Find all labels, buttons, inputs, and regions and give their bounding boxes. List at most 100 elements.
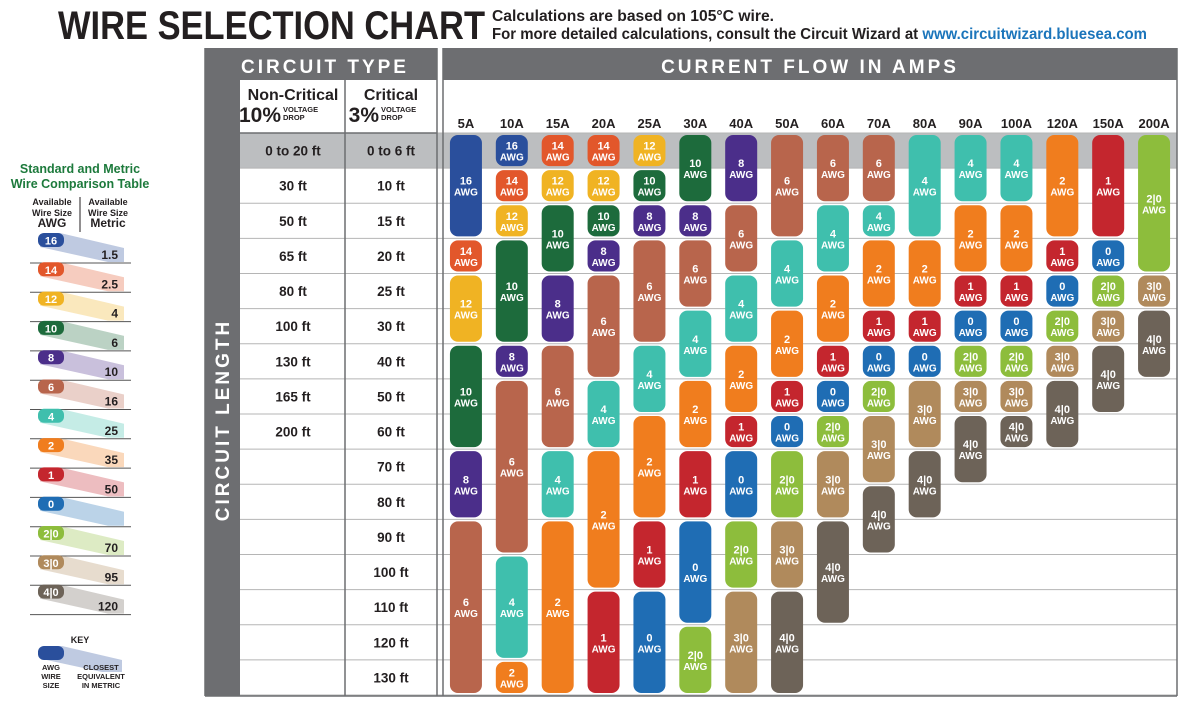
length-label: 10 ft (377, 179, 405, 194)
wire-pill (725, 416, 758, 448)
awg-swatch-label: 8 (48, 353, 54, 365)
wire-pill (771, 416, 804, 448)
awg-value: 10 (460, 386, 472, 398)
wire-pill (725, 591, 758, 693)
awg-unit: AWG (729, 434, 753, 445)
awg-unit: AWG (637, 644, 661, 655)
awg-unit: AWG (821, 574, 845, 585)
awg-swatch-label: 16 (45, 236, 57, 248)
wire-pill (679, 626, 712, 693)
awg-value: 10 (643, 176, 655, 188)
awg-unit: AWG (959, 363, 983, 374)
awg-unit: AWG (1142, 293, 1166, 304)
wire-pill (633, 521, 666, 588)
awg-swatch-label: 10 (45, 323, 57, 335)
awg-unit: AWG (775, 434, 799, 445)
length-label: 30 ft (279, 179, 307, 194)
awg-unit: AWG (1004, 398, 1028, 409)
awg-value: 3|0 (825, 474, 840, 486)
wire-pill (816, 275, 849, 342)
awg-value: 2 (922, 264, 928, 276)
amps-label: 70A (867, 116, 891, 131)
awg-value: 8 (463, 474, 469, 486)
awg-unit: AWG (637, 469, 661, 480)
circuit-length-label: CIRCUIT LENGTH (213, 319, 234, 521)
awg-unit: AWG (592, 644, 616, 655)
awg-value: 1 (1013, 281, 1019, 293)
wire-pill (495, 661, 528, 693)
wire-pill (495, 556, 528, 658)
awg-unit: AWG (637, 188, 661, 199)
awg-unit: AWG (913, 486, 937, 497)
wire-pill (862, 380, 895, 412)
awg-unit: AWG (867, 223, 891, 234)
awg-value: 3|0 (917, 404, 932, 416)
awg-value: 2|0 (1146, 193, 1161, 205)
awg-value: 6 (555, 386, 561, 398)
amps-label: 40A (729, 116, 753, 131)
key-awg-label: AWG (42, 663, 60, 672)
awg-swatch-label: 3|0 (43, 558, 58, 570)
awg-unit: AWG (775, 486, 799, 497)
subtitle-line: Calculations are based on 105°C wire. (492, 8, 774, 25)
comparison-title: Wire Comparison Table (11, 177, 150, 191)
wire-pill (862, 310, 895, 342)
awg-unit: AWG (1004, 170, 1028, 181)
awg-value: 3|0 (871, 439, 886, 451)
wire-pill (587, 451, 620, 588)
awg-value: 0 (876, 351, 882, 363)
awg-value: 6 (509, 457, 515, 469)
awg-value: 6 (601, 316, 607, 328)
awg-unit: AWG (454, 609, 478, 620)
wire-pill (449, 345, 482, 448)
awg-value: 6 (830, 158, 836, 170)
voltage-drop-label: VOLTAGE (283, 105, 318, 114)
awg-value: 4 (601, 404, 608, 416)
awg-unit: AWG (637, 557, 661, 568)
awg-unit: AWG (592, 258, 616, 269)
wire-pill (954, 205, 987, 272)
awg-value: 4|0 (1055, 404, 1070, 416)
awg-unit: AWG (683, 662, 707, 673)
awg-value: 2|0 (871, 386, 886, 398)
awg-unit: AWG (729, 644, 753, 655)
awg-unit: AWG (546, 188, 570, 199)
awg-value: 3|0 (1055, 351, 1070, 363)
awg-swatch (38, 262, 64, 277)
awg-swatch (38, 233, 64, 247)
awg-unit: AWG (913, 416, 937, 427)
header-band (205, 48, 437, 80)
amps-label: 60A (821, 116, 845, 131)
wire-pill (908, 380, 941, 448)
awg-unit: AWG (867, 170, 891, 181)
awg-unit: AWG (1096, 258, 1120, 269)
wire-pill (725, 345, 758, 412)
awg-unit: AWG (454, 398, 478, 409)
key-awg-label: WIRE (41, 672, 61, 681)
url[interactable]: www.circuitwizard.bluesea.com (921, 26, 1147, 43)
awg-unit: AWG (821, 434, 845, 445)
awg-swatch-label: 0 (48, 499, 54, 511)
wire-pill (908, 345, 941, 377)
awg-value: 1 (1105, 176, 1111, 188)
voltage-drop: 10% (239, 104, 281, 127)
wire-pill (862, 416, 895, 483)
awg-value: 16 (460, 176, 472, 188)
wire-pill (1046, 380, 1079, 448)
wire-pill (633, 170, 666, 202)
wire-pill (1092, 310, 1125, 342)
comparison-header: AWG (38, 216, 67, 230)
wire-pill (954, 345, 987, 377)
wire-pill (771, 240, 804, 307)
length-label: 70 ft (377, 460, 405, 475)
wire-pill (1000, 205, 1033, 272)
current-flow-header: CURRENT FLOW IN AMPS (661, 57, 959, 78)
metric-label: 95 (105, 570, 119, 584)
awg-value: 3|0 (734, 632, 749, 644)
wire-pill (679, 205, 712, 237)
amps-label: 25A (638, 116, 662, 131)
awg-value: 14 (552, 141, 565, 153)
length-label: 130 ft (373, 670, 409, 685)
awg-unit: AWG (1004, 293, 1028, 304)
amps-label: 30A (683, 116, 707, 131)
